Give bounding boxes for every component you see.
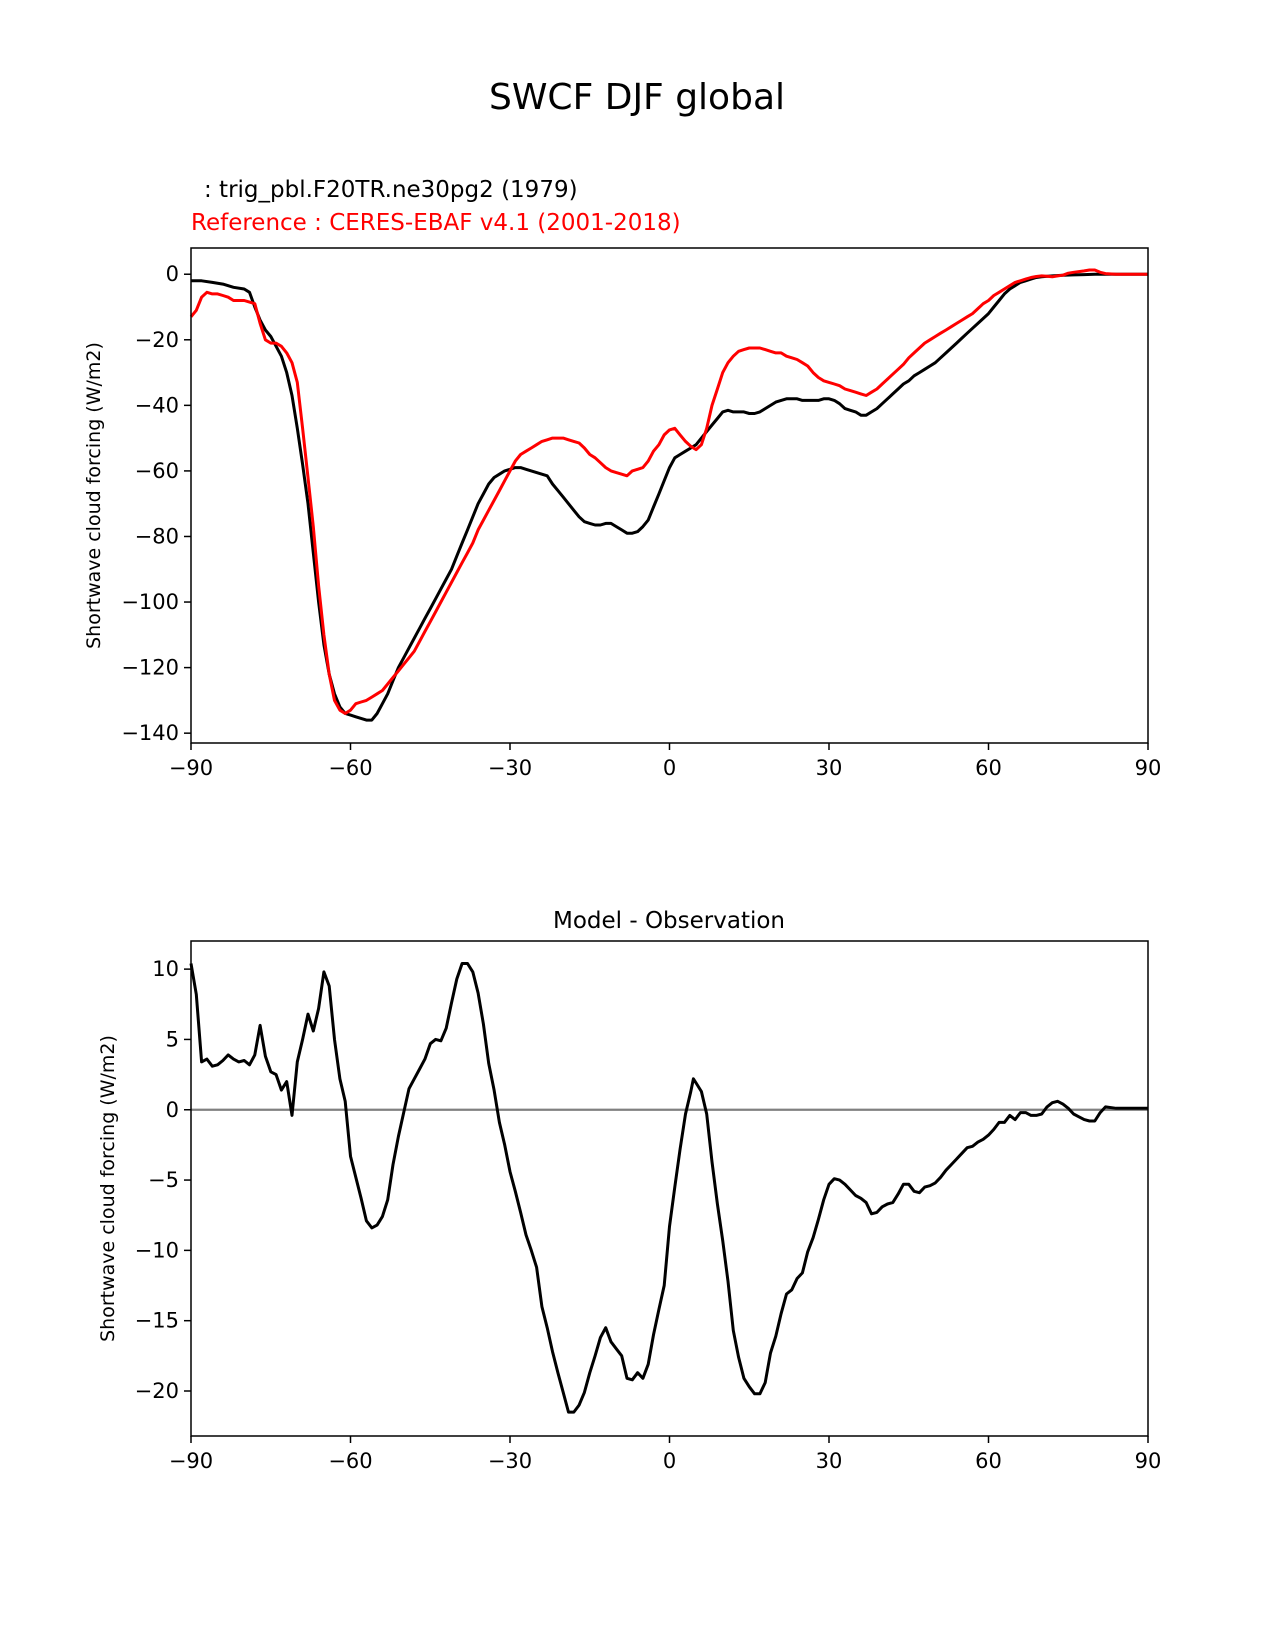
legend-reference-label: Reference : CERES-EBAF v4.1 (2001-2018) — [191, 210, 681, 236]
x-tick-label: −90 — [169, 756, 213, 780]
x-tick-label: 0 — [663, 1449, 676, 1473]
y-tick-label: 0 — [166, 1098, 179, 1122]
bottom-panel: Model - Observation −90 −60 −30 0 30 60 90 10 5 0… — [97, 908, 1161, 1473]
y-tick-label: −20 — [135, 328, 179, 352]
series-line-0-0 — [191, 272, 1148, 722]
axes-frame — [190, 247, 1149, 744]
y-tick-label: 5 — [166, 1027, 179, 1051]
x-tick-label: 60 — [975, 756, 1002, 780]
x-tick-label: 30 — [816, 756, 843, 780]
y-tick-label: 10 — [152, 957, 179, 981]
figure-title: SWCF DJF global — [489, 77, 785, 118]
x-tick-label: 30 — [816, 1449, 843, 1473]
x-tick-label: 90 — [1135, 756, 1162, 780]
x-tick-label: −30 — [488, 1449, 532, 1473]
y-axis-label: Shortwave cloud forcing (W/m2) — [97, 1035, 119, 1342]
y-axis-label: Shortwave cloud forcing (W/m2) — [83, 342, 105, 649]
y-tick-label: −140 — [121, 721, 179, 745]
y-tick-label: −40 — [135, 393, 179, 417]
y-tick-label: −80 — [135, 524, 179, 548]
x-tick-label: −30 — [488, 756, 532, 780]
x-tick-label: −90 — [169, 1449, 213, 1473]
x-tick-label: 60 — [975, 1449, 1002, 1473]
y-tick-label: −60 — [135, 459, 179, 483]
y-tick-label: −10 — [135, 1238, 179, 1262]
series-line-0-1 — [189, 268, 1148, 715]
y-tick-label: −15 — [135, 1309, 179, 1333]
x-tick-label: −60 — [328, 1449, 372, 1473]
y-tick-label: −20 — [135, 1379, 179, 1403]
y-tick-label: −100 — [121, 590, 179, 614]
y-tick-label: −5 — [148, 1168, 179, 1192]
difference-panel-title: Model - Observation — [553, 908, 785, 934]
y-tick-label: 0 — [166, 262, 179, 286]
x-tick-label: 0 — [663, 756, 676, 780]
legend-model-label: : trig_pbl.F20TR.ne30pg2 (1979) — [204, 177, 578, 203]
axes-frame — [190, 940, 1149, 1437]
series-line-1-0 — [189, 962, 1148, 1414]
y-tick-label: −120 — [121, 656, 179, 680]
x-tick-label: 90 — [1135, 1449, 1162, 1473]
x-tick-label: −60 — [328, 756, 372, 780]
top-panel: : trig_pbl.F20TR.ne30pg2 (1979) Referenc… — [83, 177, 1161, 780]
